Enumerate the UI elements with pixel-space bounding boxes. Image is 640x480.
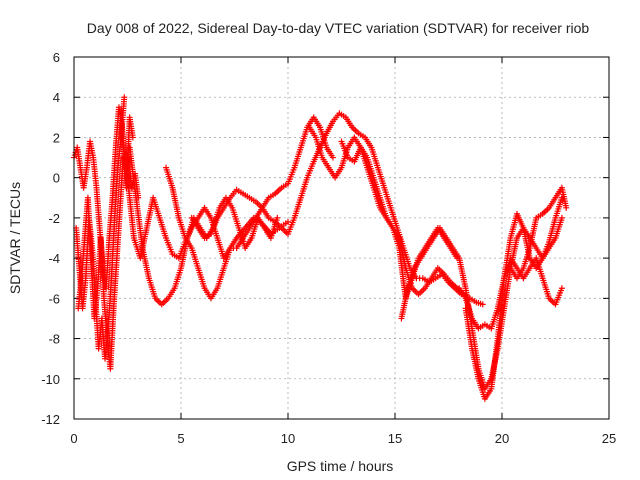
data-point [563,204,570,211]
series-trace-12 [456,255,565,332]
x-axis-label: GPS time / hours [287,458,394,474]
y-tick-label: 0 [53,171,60,186]
x-tick-label: 0 [70,431,77,446]
data-point [558,214,565,221]
y-tick-label: 2 [53,130,60,145]
y-tick-label: -12 [41,412,60,427]
y-tick-label: 6 [53,50,60,65]
x-tick-label: 5 [177,431,184,446]
series-trace-13 [507,184,570,282]
x-tick-label: 20 [495,431,509,446]
data-point [274,214,281,221]
y-axis-label: SDTVAR / TECUs [7,182,23,294]
y-tick-label: -4 [48,251,60,266]
plot-frame [73,56,610,420]
chart-title: Day 008 of 2022, Sidereal Day-to-day VTE… [87,20,590,36]
data-point [329,154,336,161]
x-tick-label: 10 [281,431,295,446]
series-trace-6 [163,114,336,302]
series-trace-3 [75,114,136,372]
series-trace-7 [188,110,465,298]
data-point [558,285,565,292]
x-tick-label: 25 [602,431,616,446]
y-tick-label: -6 [48,291,60,306]
x-tick-label: 15 [388,431,402,446]
data-point [479,301,486,308]
data-point [129,134,136,141]
series-trace-8 [306,124,486,308]
y-tick-label: -2 [48,211,60,226]
data-point [121,94,128,101]
y-tick-label: -10 [41,372,60,387]
data-points [71,94,570,402]
y-tick-label: -8 [48,332,60,347]
series-trace-5 [126,144,281,308]
y-tick-label: 4 [53,90,60,105]
